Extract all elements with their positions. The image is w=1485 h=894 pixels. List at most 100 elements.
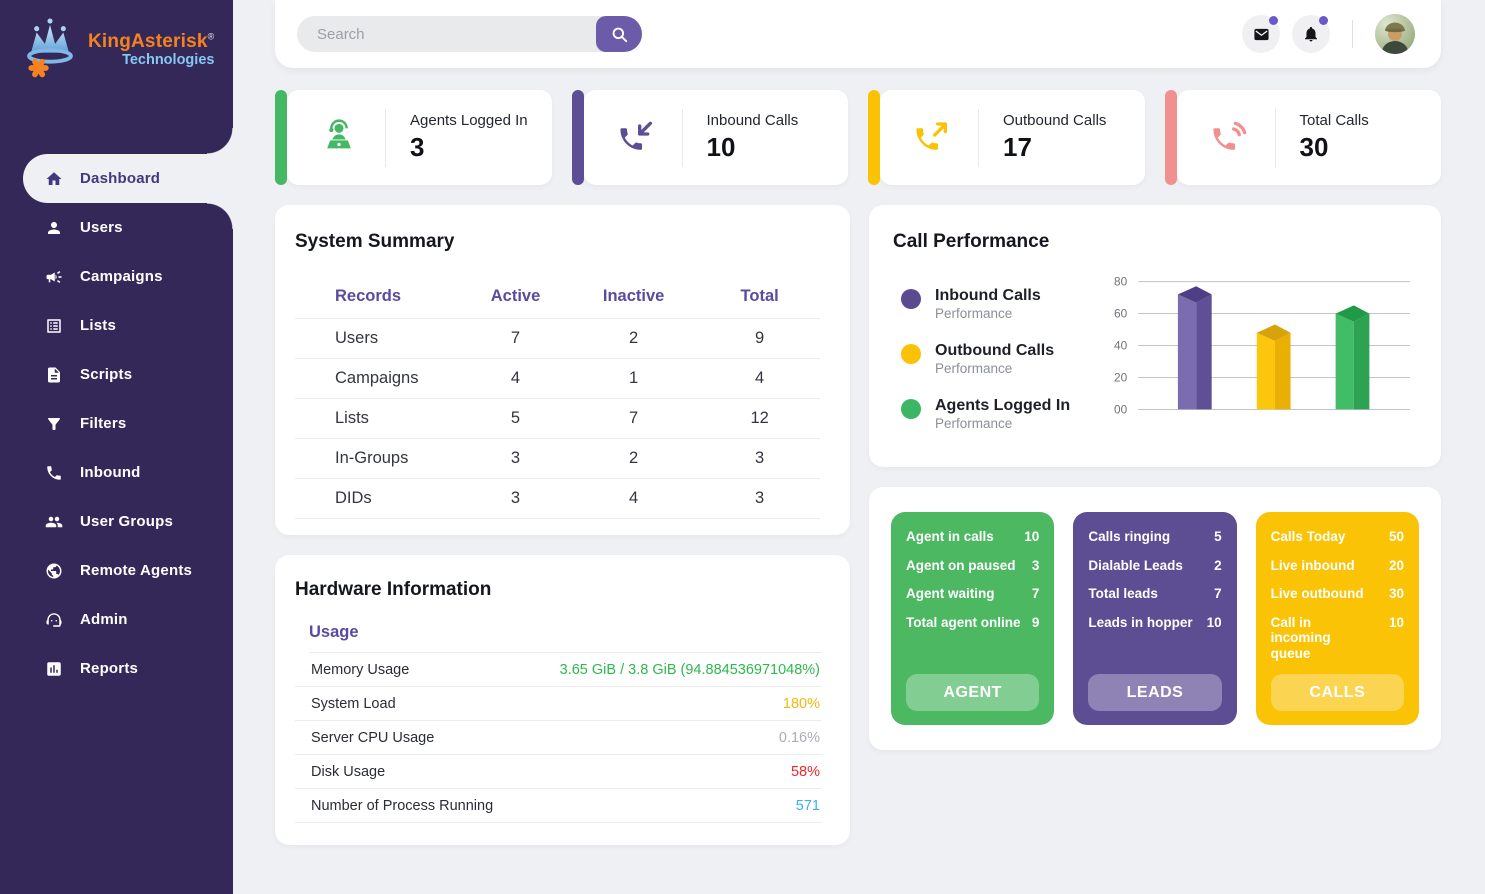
notifications-badge: [1319, 16, 1328, 25]
panel-label: Live inbound: [1270, 557, 1355, 573]
live-stats-card: Agent in calls 10 Agent on paused 3 Agent …: [869, 487, 1441, 750]
hardware-value: 58%: [790, 763, 820, 780]
messages-button[interactable]: [1242, 15, 1280, 53]
search-box: [297, 16, 642, 52]
panel-value: 3: [1031, 557, 1040, 573]
sidebar-item-admin[interactable]: Admin: [0, 595, 233, 644]
calls-button[interactable]: CALLS: [1270, 674, 1404, 711]
table-row: DIDs 3 4 3: [295, 478, 820, 519]
funnel-icon: [48, 417, 60, 430]
brand-subtitle: Technologies: [122, 51, 215, 68]
call-performance-title: Call Performance: [893, 231, 1050, 252]
search-input[interactable]: [297, 16, 642, 52]
legend-name: Agents Logged In: [935, 397, 1071, 414]
legend-name: Inbound Calls: [935, 287, 1041, 304]
panel-row: Live outbound 30: [1271, 586, 1404, 602]
svg-text:00: 00: [1114, 403, 1128, 417]
panel-label: Live outbound: [1270, 586, 1364, 602]
sidebar-item-lists[interactable]: Lists: [0, 301, 233, 350]
panel-label: Total agent online: [906, 614, 1021, 630]
cell: Lists: [295, 398, 463, 439]
hardware-value: 180%: [782, 695, 820, 712]
panel-value: 2: [1214, 557, 1222, 573]
sidebar-item-filters[interactable]: Filters: [0, 399, 233, 448]
stat-value: 3: [410, 132, 425, 162]
sidebar-item-users[interactable]: Users: [0, 203, 233, 252]
topbar: [275, 0, 1441, 68]
stat-divider: [1274, 108, 1276, 167]
panel-row: Dialable Leads 2: [1088, 558, 1221, 574]
panel-value: 10: [1388, 614, 1404, 630]
sidebar-item-inbound[interactable]: Inbound: [0, 448, 233, 497]
agent-headset-icon: [327, 118, 351, 148]
sidebar: KingAsterisk® Technologies Dashboard Use…: [0, 0, 233, 894]
panel-row: Agent waiting 7: [906, 586, 1039, 602]
hardware-info-title: Hardware Information: [295, 579, 492, 600]
brand-text: KingAsterisk® Technologies: [88, 31, 214, 68]
stat-divider: [385, 108, 386, 167]
table-row: Campaigns 4 1 4: [295, 358, 820, 399]
user-icon: [48, 221, 60, 234]
panel-row: Agent in calls 10: [906, 529, 1039, 545]
hardware-value: 0.16%: [778, 729, 820, 746]
call-performance-card: Call Performance Inbound Calls Performan…: [869, 205, 1441, 467]
leads-panel: Calls ringing 5 Dialable Leads 2 Total lea…: [1073, 512, 1237, 725]
user-avatar[interactable]: [1375, 14, 1415, 54]
stat-label: Agents Logged In: [410, 112, 528, 129]
legend-dot: [901, 399, 921, 419]
sidebar-item-label: Admin: [80, 611, 128, 628]
panel-label: Calls ringing: [1088, 529, 1171, 544]
search-button[interactable]: [596, 16, 642, 52]
notifications-button[interactable]: [1292, 15, 1330, 53]
system-summary-title: System Summary: [295, 231, 455, 252]
cell: 12: [699, 398, 820, 439]
sidebar-item-user-groups[interactable]: User Groups: [0, 497, 233, 546]
stat-divider: [681, 108, 683, 167]
panel-value: 10: [1206, 614, 1222, 630]
brand-logo: KingAsterisk® Technologies: [0, 0, 233, 92]
sidebar-item-label: User Groups: [80, 513, 174, 530]
call-performance-chart: 80 60 40 20 00: [1114, 275, 1410, 417]
sidebar-item-scripts[interactable]: Scripts: [0, 350, 233, 399]
hardware-label: Memory Usage: [311, 661, 410, 678]
table-row: In-Groups 3 2 3: [295, 438, 820, 479]
stat-value: 30: [1299, 132, 1329, 162]
stat-value: 10: [706, 132, 736, 162]
avatar-photo: [1375, 14, 1415, 54]
panel-row: Live inbound 20: [1271, 558, 1404, 574]
cell: 4: [463, 358, 568, 399]
panel-label: Calls Today: [1270, 529, 1346, 544]
sidebar-item-label: Remote Agents: [80, 562, 193, 579]
agent-button[interactable]: AGENT: [906, 674, 1040, 711]
mail-icon: [1253, 28, 1269, 40]
column-header: Inactive: [568, 277, 700, 319]
sidebar-item-remote-agents[interactable]: Remote Agents: [0, 546, 233, 595]
admin-icon: [46, 612, 62, 627]
megaphone-icon: [46, 270, 62, 283]
sidebar-item-campaigns[interactable]: Campaigns: [0, 252, 233, 301]
hardware-row: System Load 180%: [295, 687, 822, 721]
sidebar-item-label: Users: [80, 219, 123, 236]
legend-item: Inbound Calls Performance: [901, 287, 1098, 321]
hardware-label: System Load: [311, 695, 396, 712]
stat-label: Inbound Calls: [706, 112, 799, 129]
sidebar-item-reports[interactable]: Reports: [0, 644, 233, 693]
panel-label: Call in incoming queue: [1270, 614, 1331, 661]
leads-button[interactable]: LEADS: [1088, 674, 1222, 711]
system-summary-card: System Summary Records Active Inactive T…: [275, 205, 850, 535]
sidebar-item-dashboard[interactable]: Dashboard: [23, 128, 233, 229]
table-row: Users 7 2 9: [295, 318, 820, 359]
sidebar-item-label: Reports: [80, 660, 139, 677]
panel-value: 9: [1031, 614, 1040, 630]
panel-row: Leads in hopper 10: [1088, 615, 1221, 631]
cell: 7: [568, 398, 700, 439]
cell: 3: [699, 438, 820, 479]
chart-legend: Inbound Calls Performance Outbound Calls…: [893, 265, 1098, 452]
panel-row: Calls ringing 5: [1088, 529, 1221, 545]
list-icon: [47, 318, 61, 333]
cell: 7: [463, 318, 568, 359]
search-icon: [612, 27, 627, 42]
panel-row: Total leads 7: [1088, 586, 1221, 602]
home-icon: [46, 171, 62, 185]
